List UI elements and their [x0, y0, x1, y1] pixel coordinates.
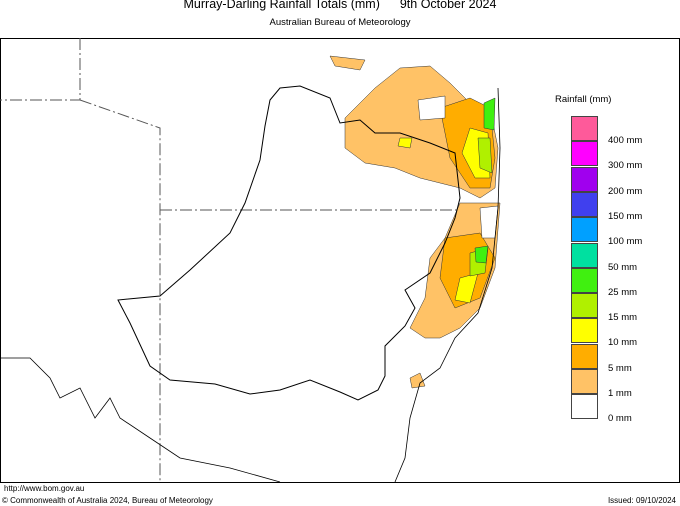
legend-label: 400 mm — [608, 135, 643, 146]
legend-swatch — [571, 141, 598, 167]
map-frame — [0, 38, 680, 483]
legend-swatch — [571, 217, 598, 243]
legend-label: 15 mm — [608, 312, 638, 324]
legend-swatch — [571, 166, 598, 192]
legend-swatch — [571, 242, 598, 268]
legend-swatch — [571, 369, 598, 394]
legend-label: 200 mm — [608, 185, 643, 197]
legend-swatch — [571, 318, 598, 344]
issued-date: Issued: 09/10/2024 — [607, 496, 676, 505]
state-borders — [0, 38, 460, 482]
subtitle: Australian Bureau of Meteorology — [269, 17, 411, 28]
legend-label: 10 mm — [608, 337, 638, 349]
title-text: Murray-Darling Rainfall Totals (mm) — [183, 0, 380, 11]
rain-area-25mm — [474, 97, 496, 264]
legend-swatch — [571, 343, 598, 369]
source-url[interactable]: http://www.bom.gov.au — [4, 484, 85, 493]
legend-label: 150 mm — [608, 210, 643, 222]
coastline — [0, 87, 501, 483]
murray-darling-basin-outline — [117, 85, 461, 401]
legend-label: 25 mm — [608, 286, 638, 298]
legend-label: 1 mm — [608, 388, 632, 399]
legend-title: Rainfall (mm) — [555, 94, 612, 105]
copyright: © Commonwealth of Australia 2024, Bureau… — [2, 496, 213, 505]
legend-label: 300 mm — [608, 160, 643, 172]
legend-swatch — [571, 293, 598, 319]
legend-swatch — [571, 394, 598, 420]
legend-swatch — [571, 267, 598, 293]
legend-label: 100 mm — [608, 236, 643, 248]
legend-swatch — [571, 116, 598, 141]
legend-swatch — [571, 191, 598, 217]
legend-label: 5 mm — [608, 362, 632, 374]
date-text: 9th October 2024 — [399, 0, 497, 11]
map-title: Murray-Darling Rainfall Totals (mm) 9th O… — [0, 0, 680, 11]
legend-label: 50 mm — [608, 261, 638, 273]
map-canvas — [0, 38, 680, 483]
legend-label: 0 mm — [608, 413, 632, 425]
